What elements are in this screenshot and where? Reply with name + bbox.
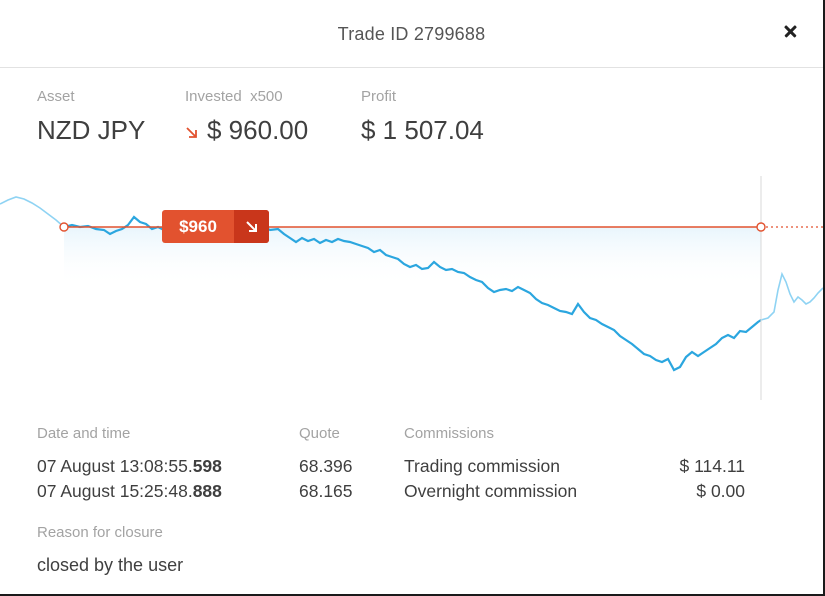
price-line-before: [0, 196, 65, 228]
trading-commission-value: $ 114.11: [679, 456, 745, 476]
datetime-label: Date and time: [37, 425, 131, 442]
quote-label: Quote: [299, 425, 340, 442]
asset-value: NZD JPY: [37, 115, 146, 145]
dialog-header: Trade ID 2799688: [0, 0, 823, 68]
price-chart: [0, 176, 823, 400]
badge-amount: $960: [179, 217, 217, 236]
reason-label: Reason for closure: [37, 524, 163, 541]
trade-badge[interactable]: $960: [162, 210, 269, 243]
overnight-commission-value: $ 0.00: [696, 481, 745, 501]
open-point-marker: [59, 222, 69, 232]
close-datetime: 07 August 15:25:48.888: [37, 481, 222, 501]
close-quote: 68.165: [299, 481, 353, 501]
invested-value: $ 960.00: [207, 115, 309, 145]
invested-label: Invested: [185, 88, 242, 105]
sell-arrow-icon: [186, 126, 197, 138]
close-icon[interactable]: [779, 19, 803, 43]
open-quote: 68.396: [299, 456, 353, 476]
price-line-after: [760, 271, 823, 321]
overnight-commission-label: Overnight commission: [404, 481, 578, 501]
reason-value: closed by the user: [37, 555, 184, 575]
open-datetime: 07 August 13:08:55.598: [37, 456, 222, 476]
asset-label: Asset: [37, 88, 75, 105]
commissions-label: Commissions: [404, 425, 495, 442]
sell-arrow-icon: [245, 220, 257, 232]
invested-block: Invested x500 $ 960.00: [185, 88, 308, 146]
close-point-marker: [756, 222, 766, 232]
profit-block: Profit $ 1 507.04: [361, 88, 484, 146]
profit-value: $ 1 507.04: [361, 115, 484, 145]
asset-block: Asset NZD JPY: [37, 88, 145, 146]
profit-label: Profit: [361, 88, 397, 105]
trading-commission-label: Trading commission: [404, 456, 560, 476]
dialog-title: Trade ID 2799688: [337, 24, 486, 44]
leverage-label: x500: [250, 88, 283, 105]
